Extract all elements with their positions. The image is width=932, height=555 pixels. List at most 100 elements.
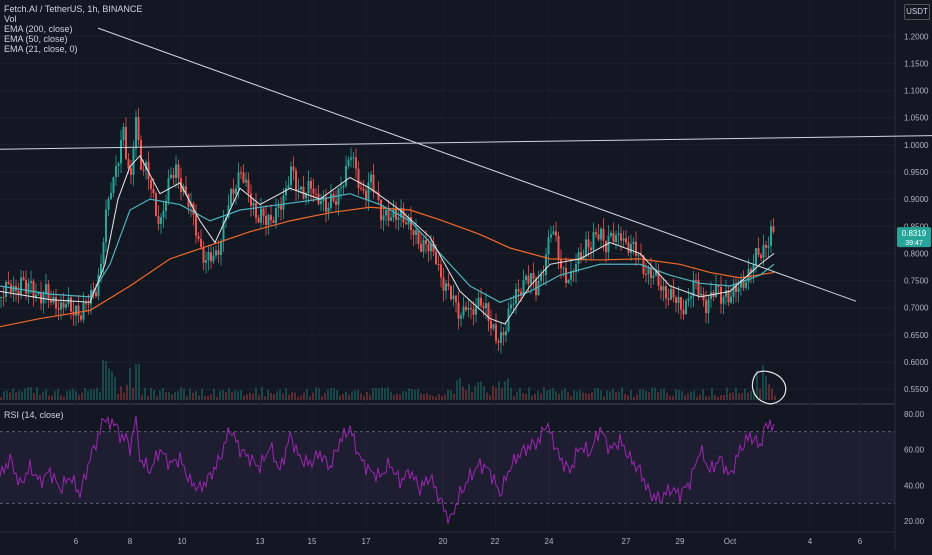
volume-bar: [573, 389, 575, 400]
volume-bar: [576, 391, 578, 400]
candle-body: [360, 187, 362, 189]
volume-bar: [123, 392, 125, 400]
volume-bar: [90, 388, 92, 400]
candle-body: [227, 205, 230, 218]
candle-body: [492, 324, 495, 329]
volume-bar: [708, 396, 710, 400]
volume-bar: [348, 394, 350, 400]
candle-body: [747, 268, 750, 283]
volume-bar: [84, 387, 86, 400]
volume-bar: [210, 394, 212, 400]
candle-body: [602, 228, 605, 241]
candle-body: [295, 170, 297, 191]
time-tick-label: 17: [362, 537, 371, 546]
rsi-band-fill: [0, 431, 895, 504]
volume-bar: [489, 395, 491, 400]
volume-bar: [72, 388, 74, 400]
legend-ema50: EMA (50, close): [4, 34, 68, 44]
candle-body: [682, 309, 685, 315]
price-tick-label: 0.6500: [904, 331, 929, 340]
candle-body: [435, 251, 437, 264]
volume-bar: [207, 395, 209, 400]
candle-body: [25, 279, 27, 294]
volume-bar: [24, 388, 26, 400]
volume-bar: [198, 395, 200, 400]
candle-body: [555, 231, 557, 236]
volume-bar: [69, 390, 71, 400]
last-price-badge: [897, 227, 931, 248]
candle-body: [485, 303, 487, 309]
volume-bar: [258, 395, 260, 400]
candle-body: [685, 300, 687, 315]
volume-bar: [243, 395, 245, 400]
volume-bar: [630, 389, 632, 400]
candle-body: [385, 209, 387, 216]
candle-body: [405, 222, 407, 225]
candle-body: [445, 283, 447, 291]
candle-body: [680, 296, 682, 310]
currency-button[interactable]: USDT: [904, 4, 930, 20]
price-tick-label: 0.7000: [904, 304, 929, 313]
volume-bar: [78, 395, 80, 400]
volume-bar: [492, 386, 494, 400]
volume-bar: [216, 396, 218, 400]
candle-body: [282, 195, 285, 210]
candle-body: [302, 186, 305, 199]
volume-bar: [606, 390, 608, 400]
candle-body: [660, 285, 662, 291]
volume-bar: [132, 387, 134, 400]
candle-body: [115, 166, 117, 178]
volume-bar: [390, 391, 392, 400]
volume-bar: [483, 385, 485, 400]
legend-vol: Vol: [4, 14, 17, 24]
candle-body: [77, 305, 80, 316]
candle-body: [540, 274, 542, 281]
candle-body: [135, 117, 137, 149]
volume-bar: [75, 391, 77, 400]
volume-bar: [543, 387, 545, 400]
volume-bar: [219, 390, 221, 400]
candle-body: [690, 296, 692, 299]
volume-bar: [147, 396, 149, 400]
candle-body: [50, 299, 52, 303]
candle-body: [382, 215, 385, 221]
volume-bar: [750, 391, 752, 400]
volume-bar: [33, 392, 35, 400]
volume-bar: [627, 395, 629, 400]
candle-body: [75, 305, 77, 316]
candle-body: [215, 250, 217, 256]
price-tick-label: 0.5500: [904, 385, 929, 394]
volume-bar: [582, 392, 584, 400]
rsi-tick-label: 20.00: [904, 517, 925, 526]
volume-bar: [651, 387, 653, 400]
volume-bar: [636, 394, 638, 400]
ema21-line: [0, 154, 775, 325]
volume-bar: [618, 391, 620, 400]
candle-body: [665, 286, 667, 299]
volume-bar: [645, 390, 647, 400]
candle-body: [677, 296, 680, 303]
candle-body: [185, 186, 187, 194]
candle-body: [662, 286, 665, 291]
candle-body: [122, 127, 125, 141]
volume-bar: [240, 390, 242, 400]
legend-ema200: EMA (200, close): [4, 24, 73, 34]
volume-bar: [12, 388, 14, 400]
volume-bar: [531, 396, 533, 400]
volume-bar: [735, 387, 737, 400]
candle-body: [335, 200, 337, 205]
candle-body: [757, 248, 760, 255]
candle-body: [330, 193, 332, 208]
volume-bar: [588, 393, 590, 400]
candle-body: [457, 302, 460, 319]
candle-body: [547, 237, 550, 255]
price-tick-label: 0.7500: [904, 277, 929, 286]
candle-body: [200, 238, 202, 247]
candle-body: [175, 164, 177, 179]
candle-body: [627, 242, 630, 253]
candle-body: [85, 302, 87, 304]
volume-bar: [615, 392, 617, 400]
candle-body: [672, 288, 675, 298]
candle-body: [285, 187, 287, 196]
